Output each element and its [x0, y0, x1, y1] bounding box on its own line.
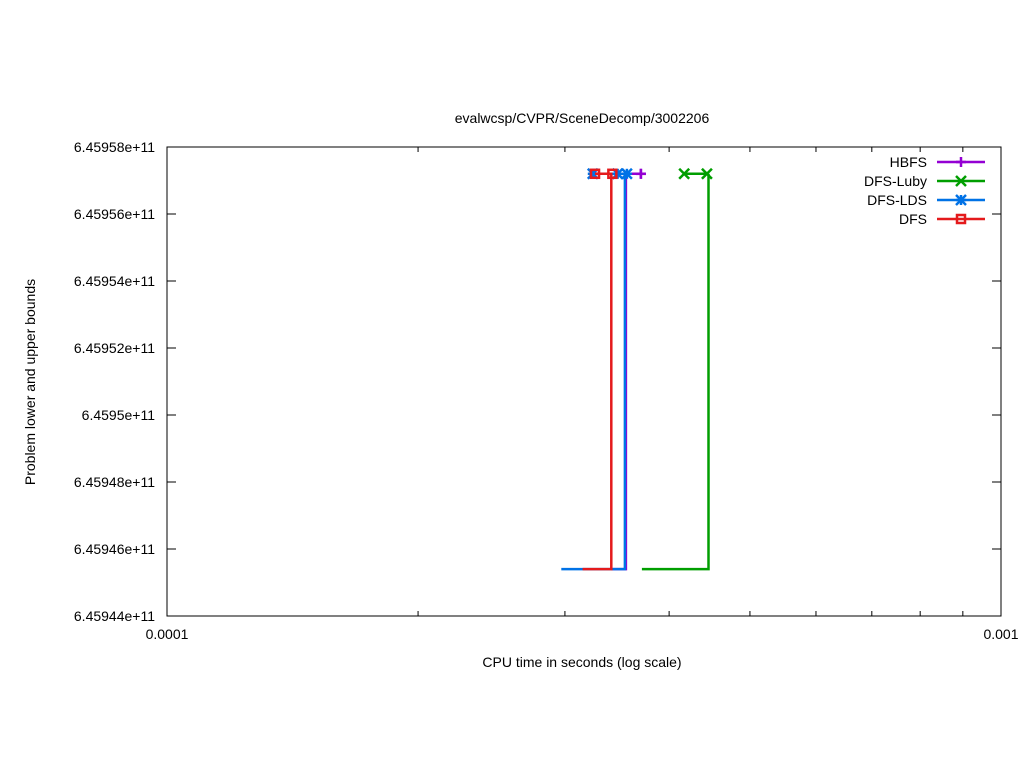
- marker-stroke: [701, 167, 713, 180]
- legend-entry: DFS: [899, 211, 985, 227]
- series-group: [561, 167, 713, 571]
- y-tick-label: 6.4595e+11: [82, 407, 156, 423]
- x-tick-label: 0.0001: [146, 626, 189, 642]
- y-axis-label: Problem lower and upper bounds: [22, 279, 38, 485]
- lower-bound-line: [582, 173, 613, 571]
- lower-bound-line: [561, 173, 627, 571]
- data-point: [701, 167, 713, 180]
- legend-label: DFS: [899, 211, 927, 227]
- legend-marker: [955, 175, 967, 187]
- x-tick-label: 0.001: [983, 626, 1018, 642]
- y-tick-label: 6.45952e+11: [74, 340, 155, 356]
- series-dfs: [582, 168, 618, 571]
- legend-entry: DFS-Luby: [864, 173, 985, 189]
- legend-marker: [955, 213, 967, 225]
- legend-label: DFS-LDS: [867, 192, 927, 208]
- legend-label: DFS-Luby: [864, 173, 927, 189]
- data-point: [607, 168, 618, 180]
- data-point: [678, 167, 691, 180]
- legend-marker: [956, 157, 966, 167]
- y-tick-label: 6.45956e+11: [74, 206, 155, 222]
- y-tick-label: 6.45958e+11: [74, 139, 155, 155]
- legend: HBFS DFS-Luby DFS-LDS DFS: [864, 154, 985, 227]
- legend-marker: [955, 194, 967, 206]
- legend-entry: HBFS: [890, 154, 985, 170]
- chart-title: evalwcsp/CVPR/SceneDecomp/3002206: [455, 110, 710, 126]
- data-point: [621, 167, 633, 180]
- axis-ticks: 6.45944e+11 6.45946e+11 6.45948e+11 6.4595e…: [74, 139, 1019, 642]
- marker-stroke: [607, 168, 618, 180]
- lower-bound-line: [641, 173, 710, 571]
- y-tick-label: 6.45948e+11: [74, 474, 155, 490]
- y-tick-label: 6.45954e+11: [74, 273, 155, 289]
- y-tick-label: 6.45944e+11: [74, 608, 155, 624]
- marker-stroke: [955, 194, 967, 206]
- legend-entry: DFS-LDS: [867, 192, 985, 208]
- y-tick-label: 6.45946e+11: [74, 541, 155, 557]
- x-axis-label: CPU time in seconds (log scale): [482, 654, 681, 670]
- marker-stroke: [955, 175, 967, 187]
- marker-stroke: [589, 168, 601, 180]
- marker-stroke: [955, 213, 967, 225]
- marker-stroke: [621, 167, 633, 180]
- plot-frame: [166, 146, 1002, 617]
- series-dfs-luby: [641, 167, 713, 571]
- series-hbfs: [590, 168, 646, 571]
- legend-label: HBFS: [890, 154, 927, 170]
- data-point: [635, 168, 646, 179]
- data-point: [589, 168, 601, 180]
- series-dfs-lds: [561, 167, 633, 571]
- marker-stroke: [678, 167, 691, 180]
